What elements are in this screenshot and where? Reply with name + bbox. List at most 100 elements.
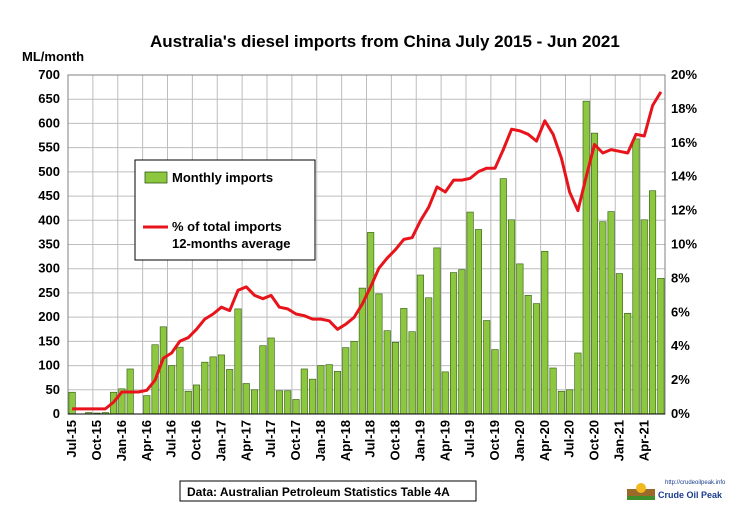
bar — [624, 312, 632, 415]
bar — [159, 326, 167, 415]
x-tick-label: Oct-17 — [288, 420, 303, 460]
y-tick-label: 650 — [38, 91, 60, 106]
chart-title: Australia's diesel imports from China Ju… — [150, 32, 620, 51]
bar — [143, 395, 151, 415]
x-tick-label: Jul-20 — [562, 420, 577, 458]
bar — [607, 211, 615, 415]
bar — [383, 330, 391, 415]
logo-icon-base — [627, 489, 655, 500]
x-tick-label: Oct-15 — [89, 420, 104, 460]
legend-line-label-2: 12-months average — [172, 236, 291, 251]
axis-layer — [67, 74, 666, 415]
bar — [391, 342, 400, 415]
bar — [491, 349, 499, 415]
logo-icon-ground — [627, 496, 655, 500]
line-layer — [72, 91, 663, 411]
legend-bar-swatch — [144, 171, 168, 184]
bar — [292, 399, 300, 415]
bar — [242, 383, 250, 415]
bar — [508, 219, 516, 415]
x-tick-label: Oct-18 — [388, 420, 403, 460]
x-tick-label: Jul-15 — [64, 420, 79, 458]
bar — [234, 308, 242, 415]
bar — [458, 269, 466, 415]
y-tick-label: 200 — [38, 309, 60, 324]
bar — [309, 378, 317, 415]
y-tick-label: 150 — [38, 333, 60, 348]
source-text: Data: Australian Petroleum Statistics Ta… — [187, 485, 450, 499]
bar — [483, 320, 491, 415]
bar — [259, 345, 267, 415]
y2-tick-label: 12% — [671, 203, 697, 218]
bar — [541, 250, 549, 415]
y-tick-label: 700 — [38, 67, 60, 82]
bar — [201, 361, 209, 415]
bar — [425, 297, 433, 415]
series-line-pct — [72, 91, 663, 411]
bar — [226, 369, 234, 415]
bar — [176, 346, 184, 415]
y2-tick-label: 8% — [671, 270, 690, 285]
bar — [532, 303, 541, 415]
y2-tick-label: 0% — [671, 406, 690, 421]
y2-tick-label: 10% — [671, 237, 697, 252]
y-tick-label: 500 — [38, 164, 60, 179]
y2-tick-label: 2% — [671, 372, 690, 387]
y-tick-label: 450 — [38, 188, 60, 203]
y-tick-label: 100 — [38, 358, 60, 373]
x-tick-label: Oct-16 — [189, 420, 204, 460]
x-tick-label: Apr-19 — [437, 420, 452, 461]
x-tick-label: Jan-17 — [213, 420, 228, 461]
y-tick-label: 300 — [38, 261, 60, 276]
bar — [350, 341, 358, 415]
bar — [416, 274, 424, 415]
bar — [599, 221, 607, 415]
y2-tick-label: 4% — [671, 338, 690, 353]
bar — [217, 354, 225, 415]
bar — [466, 211, 474, 415]
y-tick-label: 600 — [38, 115, 60, 130]
y2-tick-label: 18% — [671, 101, 697, 116]
legend-line-label-1: % of total imports — [172, 219, 282, 234]
bar — [68, 391, 76, 415]
bar — [251, 389, 259, 415]
x-tick-label: Apr-17 — [238, 420, 253, 461]
bar — [590, 132, 599, 415]
crude-oil-peak-logo: http://crudeoilpeak.info Crude Oil Peak — [627, 480, 726, 500]
bar — [640, 219, 648, 415]
bar — [474, 229, 482, 415]
bar — [333, 371, 342, 415]
x-tick-label: Jan-16 — [114, 420, 129, 461]
bar — [657, 278, 665, 415]
y2-tick-label: 6% — [671, 304, 690, 319]
y-tick-label: 550 — [38, 140, 60, 155]
y-axis-label: ML/month — [22, 49, 84, 64]
x-tick-label: Oct-20 — [587, 420, 602, 460]
x-tick-label: Jan-19 — [412, 420, 427, 461]
x-tick-label: Jan-21 — [611, 420, 626, 461]
x-tick-label: Oct-19 — [487, 420, 502, 460]
y2-tick-label: 16% — [671, 135, 697, 150]
x-tick-label: Jul-19 — [462, 420, 477, 458]
bar — [400, 308, 408, 415]
x-tick-label: Jul-16 — [164, 420, 179, 458]
bar — [184, 390, 192, 415]
x-tick-label: Jan-20 — [512, 420, 527, 461]
x-tick-label: Jul-17 — [263, 420, 278, 458]
x-tick-label: Jan-18 — [313, 420, 328, 461]
y2-tick-label: 20% — [671, 67, 697, 82]
x-tick-label: Apr-21 — [636, 420, 651, 461]
y-tick-label: 400 — [38, 212, 60, 227]
bar — [549, 367, 557, 415]
ticks-layer: 0 50 100 150 200 250 300 350 400 450 500 550 600 650 7… — [38, 67, 697, 461]
bar — [408, 331, 416, 415]
x-tick-label: Apr-16 — [139, 420, 154, 461]
bar — [524, 295, 532, 415]
bar — [284, 390, 292, 415]
bar — [300, 368, 308, 415]
bar — [275, 390, 283, 415]
y-tick-label: 250 — [38, 285, 60, 300]
bar — [168, 365, 176, 415]
bar — [450, 272, 458, 415]
